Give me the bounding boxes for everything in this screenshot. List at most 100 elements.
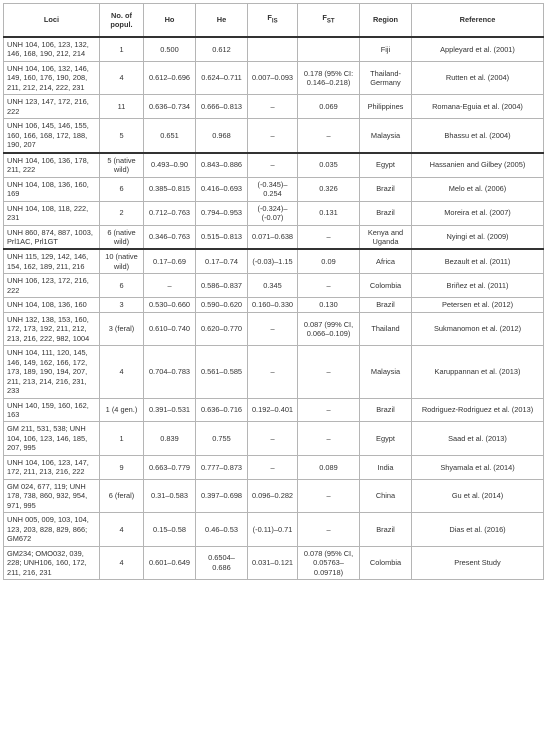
fst-cell: – [297, 421, 360, 456]
fis-sub: IS [271, 18, 278, 25]
fis-cell: – [247, 311, 298, 347]
fst-main: F [322, 13, 327, 23]
table-row: UNH 106, 123, 172, 216, 222 6–0.586–0.837… [3, 273, 544, 299]
ho-cell: 0.17–0.69 [143, 248, 196, 275]
loci-cell: UNH 106, 123, 172, 216, 222 [3, 273, 100, 299]
loci-cell: UNH 104, 108, 118, 222, 231 [3, 200, 100, 226]
loci-cell: UNH 140, 159, 160, 162, 163 [3, 397, 100, 423]
table-row: UNH 104, 106, 123, 147, 172, 211, 213, 2… [3, 454, 544, 480]
loci-cell: UNH 104, 106, 123, 132, 146, 168, 190, 2… [3, 36, 100, 62]
fis-cell: (-0.11)–0.71 [247, 512, 298, 547]
table-row: UNH 106, 145, 146, 155, 160, 166, 168, 1… [3, 118, 544, 154]
col-header-popul: No. of popul. [99, 3, 144, 38]
region-cell: Thailand-Germany [359, 60, 412, 96]
ho-cell: – [143, 273, 196, 299]
region-cell: Egypt [359, 151, 412, 178]
fst-cell: 0.09 [297, 248, 360, 275]
popul-cell: 6 [99, 176, 144, 202]
loci-cell: UNH 104, 108, 136, 160, 169 [3, 176, 100, 202]
region-cell: Egypt [359, 421, 412, 456]
loci-cell: UNH 104, 111, 120, 145, 146, 149, 162, 1… [3, 345, 100, 399]
table-row: UNH 132, 138, 153, 160, 172, 173, 192, 2… [3, 311, 544, 347]
loci-cell: GM 211, 531, 538; UNH 104, 106, 123, 146… [3, 421, 100, 456]
reference-cell: Petersen et al. (2012) [411, 297, 544, 313]
table-row: UNH 104, 106, 132, 146, 149, 160, 176, 1… [3, 60, 544, 96]
region-cell: Brazil [359, 297, 412, 313]
fst-cell: – [297, 273, 360, 299]
region-cell: Colombia [359, 545, 412, 581]
loci-cell: UNH 104, 106, 136, 178, 211, 222 [3, 151, 100, 178]
popul-cell: 6 (native wild) [99, 224, 144, 250]
fst-cell: – [297, 478, 360, 514]
table-row: UNH 104, 108, 118, 222, 231 2 0.712–0.763 0… [3, 200, 544, 226]
loci-cell: UNH 860, 874, 887, 1003, Prl1AC, Prl1GT [3, 224, 100, 250]
reference-cell: Briñez et al. (2011) [411, 273, 544, 299]
fst-cell: – [297, 512, 360, 547]
region-cell: Brazil [359, 200, 412, 226]
fis-cell: (-0.03)–1.15 [247, 248, 298, 275]
fst-cell: 0.130 [297, 297, 360, 313]
table-row: UNH 104, 108, 136, 160, 169 6 0.385–0.815 0… [3, 176, 544, 202]
region-cell: Fiji [359, 36, 412, 62]
table-row: UNH 104, 106, 136, 178, 211, 222 5 (nativ… [3, 151, 544, 178]
region-cell: Brazil [359, 397, 412, 423]
reference-cell: Gu et al. (2014) [411, 478, 544, 514]
table-row: GM234; OMO032, 039, 228; UNH106, 160, 17… [3, 545, 544, 581]
ho-cell: 0.346–0.763 [143, 224, 196, 250]
reference-cell: Moreira et al. (2007) [411, 200, 544, 226]
ho-cell: 0.493–0.90 [143, 151, 196, 178]
loci-cell: UNH 132, 138, 153, 160, 172, 173, 192, 2… [3, 311, 100, 347]
fis-cell: (-0.324)–(-0.07) [247, 200, 298, 226]
he-cell: 0.968 [195, 118, 248, 154]
he-cell: 0.843–0.886 [195, 151, 248, 178]
ho-cell: 0.610–0.740 [143, 311, 196, 347]
ho-cell: 0.530–0.660 [143, 297, 196, 313]
fis-cell: 0.071–0.638 [247, 224, 298, 250]
loci-cell: UNH 106, 145, 146, 155, 160, 166, 168, 1… [3, 118, 100, 154]
loci-cell: UNH 123, 147, 172, 216, 222 [3, 94, 100, 120]
reference-cell: Shyamala et al. (2014) [411, 454, 544, 480]
fst-cell: 0.035 [297, 151, 360, 178]
fst-cell: – [297, 118, 360, 154]
he-cell: 0.624–0.711 [195, 60, 248, 96]
loci-cell: UNH 005, 009, 103, 104, 123, 203, 828, 8… [3, 512, 100, 547]
reference-cell: Bhassu et al. (2004) [411, 118, 544, 154]
fst-cell: 0.087 (99% CI, 0.066–0.109) [297, 311, 360, 347]
region-cell: Colombia [359, 273, 412, 299]
fis-cell: – [247, 151, 298, 178]
he-cell: 0.46–0.53 [195, 512, 248, 547]
fis-cell: 0.160–0.330 [247, 297, 298, 313]
region-cell: Malaysia [359, 118, 412, 154]
population-genetics-table: Loci No. of popul. Ho He FIS FST Region … [3, 3, 544, 581]
ho-cell: 0.612–0.696 [143, 60, 196, 96]
popul-cell: 6 (feral) [99, 478, 144, 514]
popul-cell: 1 [99, 36, 144, 62]
reference-cell: Present Study [411, 545, 544, 581]
col-header-reference: Reference [411, 3, 544, 38]
popul-cell: 4 [99, 345, 144, 399]
fst-cell [297, 36, 360, 62]
region-cell: Brazil [359, 512, 412, 547]
reference-cell: Bezault et al. (2011) [411, 248, 544, 275]
fis-cell: – [247, 454, 298, 480]
fis-cell: – [247, 345, 298, 399]
col-header-fis: FIS [247, 3, 298, 38]
header-row: Loci No. of popul. Ho He FIS FST Region … [3, 3, 544, 38]
ho-cell: 0.663–0.779 [143, 454, 196, 480]
ho-cell: 0.391–0.531 [143, 397, 196, 423]
loci-cell: GM234; OMO032, 039, 228; UNH106, 160, 17… [3, 545, 100, 581]
region-cell: Brazil [359, 176, 412, 202]
he-cell: 0.6504–0.686 [195, 545, 248, 581]
fis-cell: 0.007–0.093 [247, 60, 298, 96]
loci-cell: UNH 115, 129, 142, 146, 154, 162, 189, 2… [3, 248, 100, 275]
ho-cell: 0.636–0.734 [143, 94, 196, 120]
reference-cell: Nyingi et al. (2009) [411, 224, 544, 250]
loci-cell: UNH 104, 108, 136, 160 [3, 297, 100, 313]
ho-cell: 0.704–0.783 [143, 345, 196, 399]
fis-cell: – [247, 118, 298, 154]
ho-cell: 0.651 [143, 118, 196, 154]
popul-cell: 10 (native wild) [99, 248, 144, 275]
reference-cell: Dias et al. (2016) [411, 512, 544, 547]
reference-cell: Melo et al. (2006) [411, 176, 544, 202]
reference-cell: Rodriguez-Rodriguez et al. (2013) [411, 397, 544, 423]
